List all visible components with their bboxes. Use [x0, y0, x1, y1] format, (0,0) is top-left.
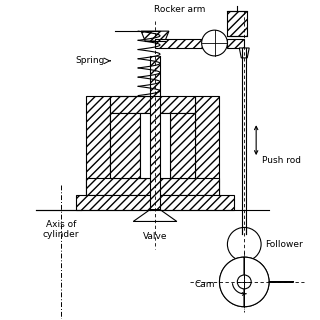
Text: Valve: Valve [143, 232, 167, 241]
Polygon shape [110, 96, 195, 113]
Circle shape [237, 275, 251, 289]
Polygon shape [155, 39, 202, 48]
Polygon shape [141, 31, 169, 41]
Polygon shape [220, 257, 294, 307]
Polygon shape [76, 195, 234, 210]
Polygon shape [133, 210, 177, 221]
Polygon shape [110, 113, 140, 178]
Circle shape [220, 257, 269, 307]
Polygon shape [228, 39, 244, 48]
Text: Push rod: Push rod [262, 156, 301, 164]
Text: Rocker arm: Rocker arm [154, 5, 205, 14]
Polygon shape [170, 113, 195, 178]
Polygon shape [195, 96, 220, 195]
Polygon shape [228, 11, 247, 36]
Text: Axis of
cylinder: Axis of cylinder [43, 220, 79, 239]
Polygon shape [140, 113, 170, 178]
Polygon shape [239, 48, 249, 58]
Polygon shape [86, 96, 110, 195]
Circle shape [228, 228, 261, 261]
Polygon shape [86, 178, 220, 195]
Polygon shape [150, 56, 160, 210]
Text: Spring: Spring [76, 56, 105, 65]
Text: Follower: Follower [265, 240, 303, 249]
Circle shape [202, 30, 228, 56]
Text: Cam: Cam [194, 280, 214, 289]
